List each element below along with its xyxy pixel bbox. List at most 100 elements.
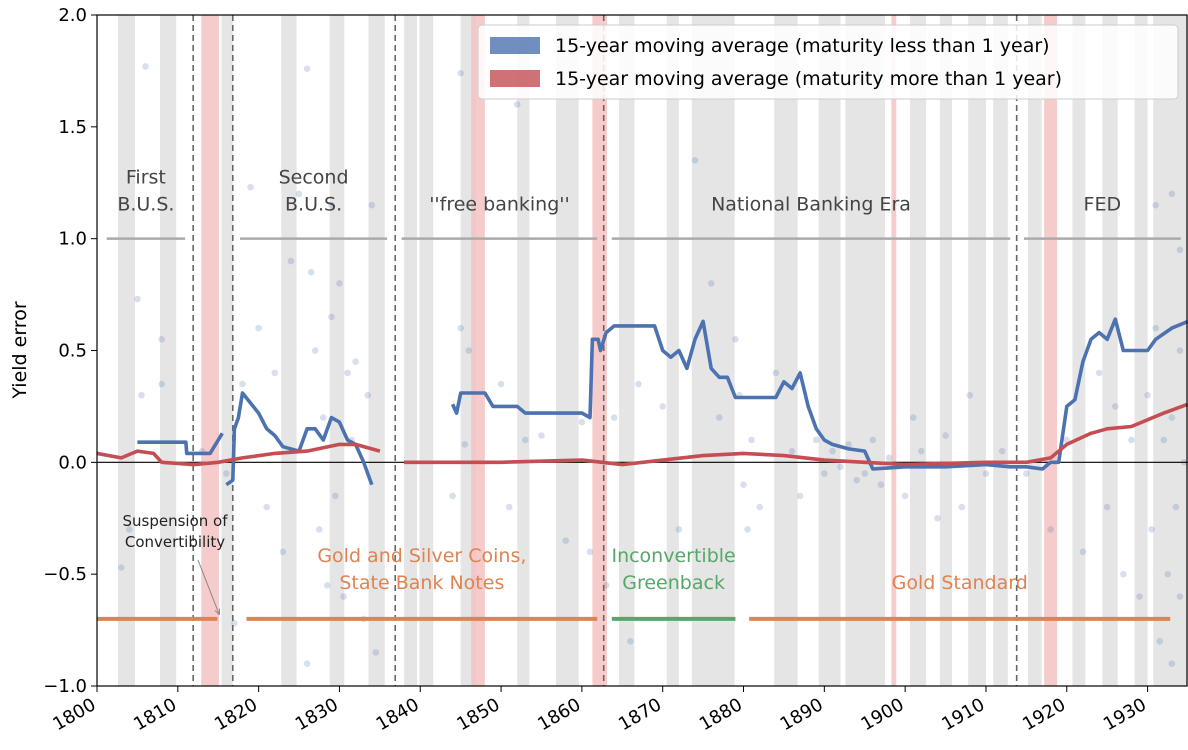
legend: 15-year moving average (maturity less th… — [477, 24, 1179, 100]
data-point — [332, 492, 339, 500]
data-point — [522, 436, 529, 444]
data-point — [1136, 593, 1143, 600]
data-point — [1148, 526, 1155, 533]
data-point — [715, 414, 723, 421]
data-point — [1111, 403, 1119, 410]
data-point — [1103, 503, 1111, 511]
data-point — [513, 101, 521, 108]
data-point — [1156, 637, 1164, 645]
data-point — [319, 414, 327, 421]
x-tick-label: 1820 — [211, 694, 261, 735]
data-point — [328, 201, 335, 209]
data-point — [328, 313, 335, 321]
recession-band — [845, 15, 885, 686]
data-point — [1120, 570, 1127, 578]
data-point — [1152, 201, 1159, 209]
x-tick-label: 1810 — [130, 694, 180, 735]
data-point — [942, 432, 949, 439]
x-tick-label: 1880 — [696, 694, 746, 735]
data-point — [368, 201, 376, 209]
y-tick-label: 0.5 — [58, 341, 87, 362]
data-point — [837, 463, 844, 471]
data-point — [578, 418, 586, 426]
data-point — [740, 481, 747, 489]
data-point — [142, 63, 149, 70]
y-tick-label: −1.0 — [43, 676, 87, 697]
data-point — [821, 470, 828, 477]
data-point — [307, 268, 315, 276]
legend-label: 15-year moving average (maturity less th… — [555, 35, 1050, 57]
data-point — [465, 347, 473, 354]
data-point — [998, 447, 1006, 455]
annotation: Convertibility — [125, 533, 225, 551]
era-label: National Banking Era — [711, 194, 911, 216]
data-point — [1176, 593, 1184, 600]
regime-label: State Bank Notes — [339, 572, 504, 594]
recession-band — [691, 15, 735, 686]
recession-band — [818, 15, 841, 686]
data-point — [1079, 548, 1087, 556]
data-point — [796, 492, 804, 500]
regime-label: Inconvertible — [611, 545, 735, 567]
data-point — [1172, 503, 1180, 511]
data-point — [271, 369, 279, 377]
data-point — [744, 526, 751, 533]
data-point — [336, 280, 343, 287]
data-point — [311, 347, 319, 354]
recession-band — [1102, 15, 1118, 686]
war-band — [891, 15, 897, 686]
data-point — [457, 69, 464, 77]
data-point — [691, 157, 699, 164]
data-point — [1128, 436, 1135, 444]
data-point — [138, 391, 145, 399]
recession-band — [1153, 15, 1188, 686]
data-point — [1168, 414, 1176, 421]
data-point — [1047, 526, 1054, 533]
y-tick-label: 2.0 — [58, 5, 87, 26]
data-point — [461, 441, 469, 448]
recession-band — [556, 15, 579, 686]
recession-band — [1072, 15, 1086, 686]
data-point — [707, 280, 715, 287]
x-tick-label: 1840 — [373, 694, 423, 735]
data-point — [303, 660, 311, 667]
data-point — [1023, 470, 1030, 477]
data-point — [352, 358, 359, 365]
data-point — [675, 526, 683, 533]
y-axis-label: Yield error — [9, 301, 31, 399]
recession-band — [619, 15, 635, 686]
data-point — [562, 537, 570, 544]
x-tick-label: 1900 — [857, 694, 907, 735]
data-point — [247, 183, 254, 191]
data-point — [287, 257, 295, 265]
recession-band — [281, 15, 297, 686]
data-point — [372, 649, 380, 656]
data-point — [845, 441, 852, 448]
data-point — [158, 380, 165, 388]
x-tick-label: 1850 — [453, 694, 503, 735]
data-point — [158, 336, 165, 343]
recession-band — [666, 15, 679, 686]
era-label: First — [126, 167, 166, 189]
data-point — [1168, 660, 1176, 667]
war-band — [201, 15, 220, 686]
data-point — [659, 403, 667, 410]
y-tick-label: −0.5 — [43, 564, 87, 585]
data-point — [324, 582, 331, 589]
recession-band — [329, 15, 345, 686]
recession-band — [118, 15, 135, 686]
data-point — [457, 324, 464, 332]
data-point — [449, 492, 456, 500]
data-point — [344, 369, 351, 377]
regime-label: Gold Standard — [892, 572, 1028, 594]
x-tick-label: 1910 — [938, 694, 988, 735]
x-tick-label: 1870 — [615, 694, 665, 735]
regime-label: Gold and Silver Coins, — [317, 545, 526, 567]
era-label: B.U.S. — [285, 194, 342, 216]
data-point — [756, 503, 763, 511]
war-band — [1044, 15, 1058, 686]
data-point — [1176, 347, 1184, 354]
data-point — [635, 380, 642, 388]
data-point — [829, 447, 836, 455]
data-point — [126, 526, 133, 533]
